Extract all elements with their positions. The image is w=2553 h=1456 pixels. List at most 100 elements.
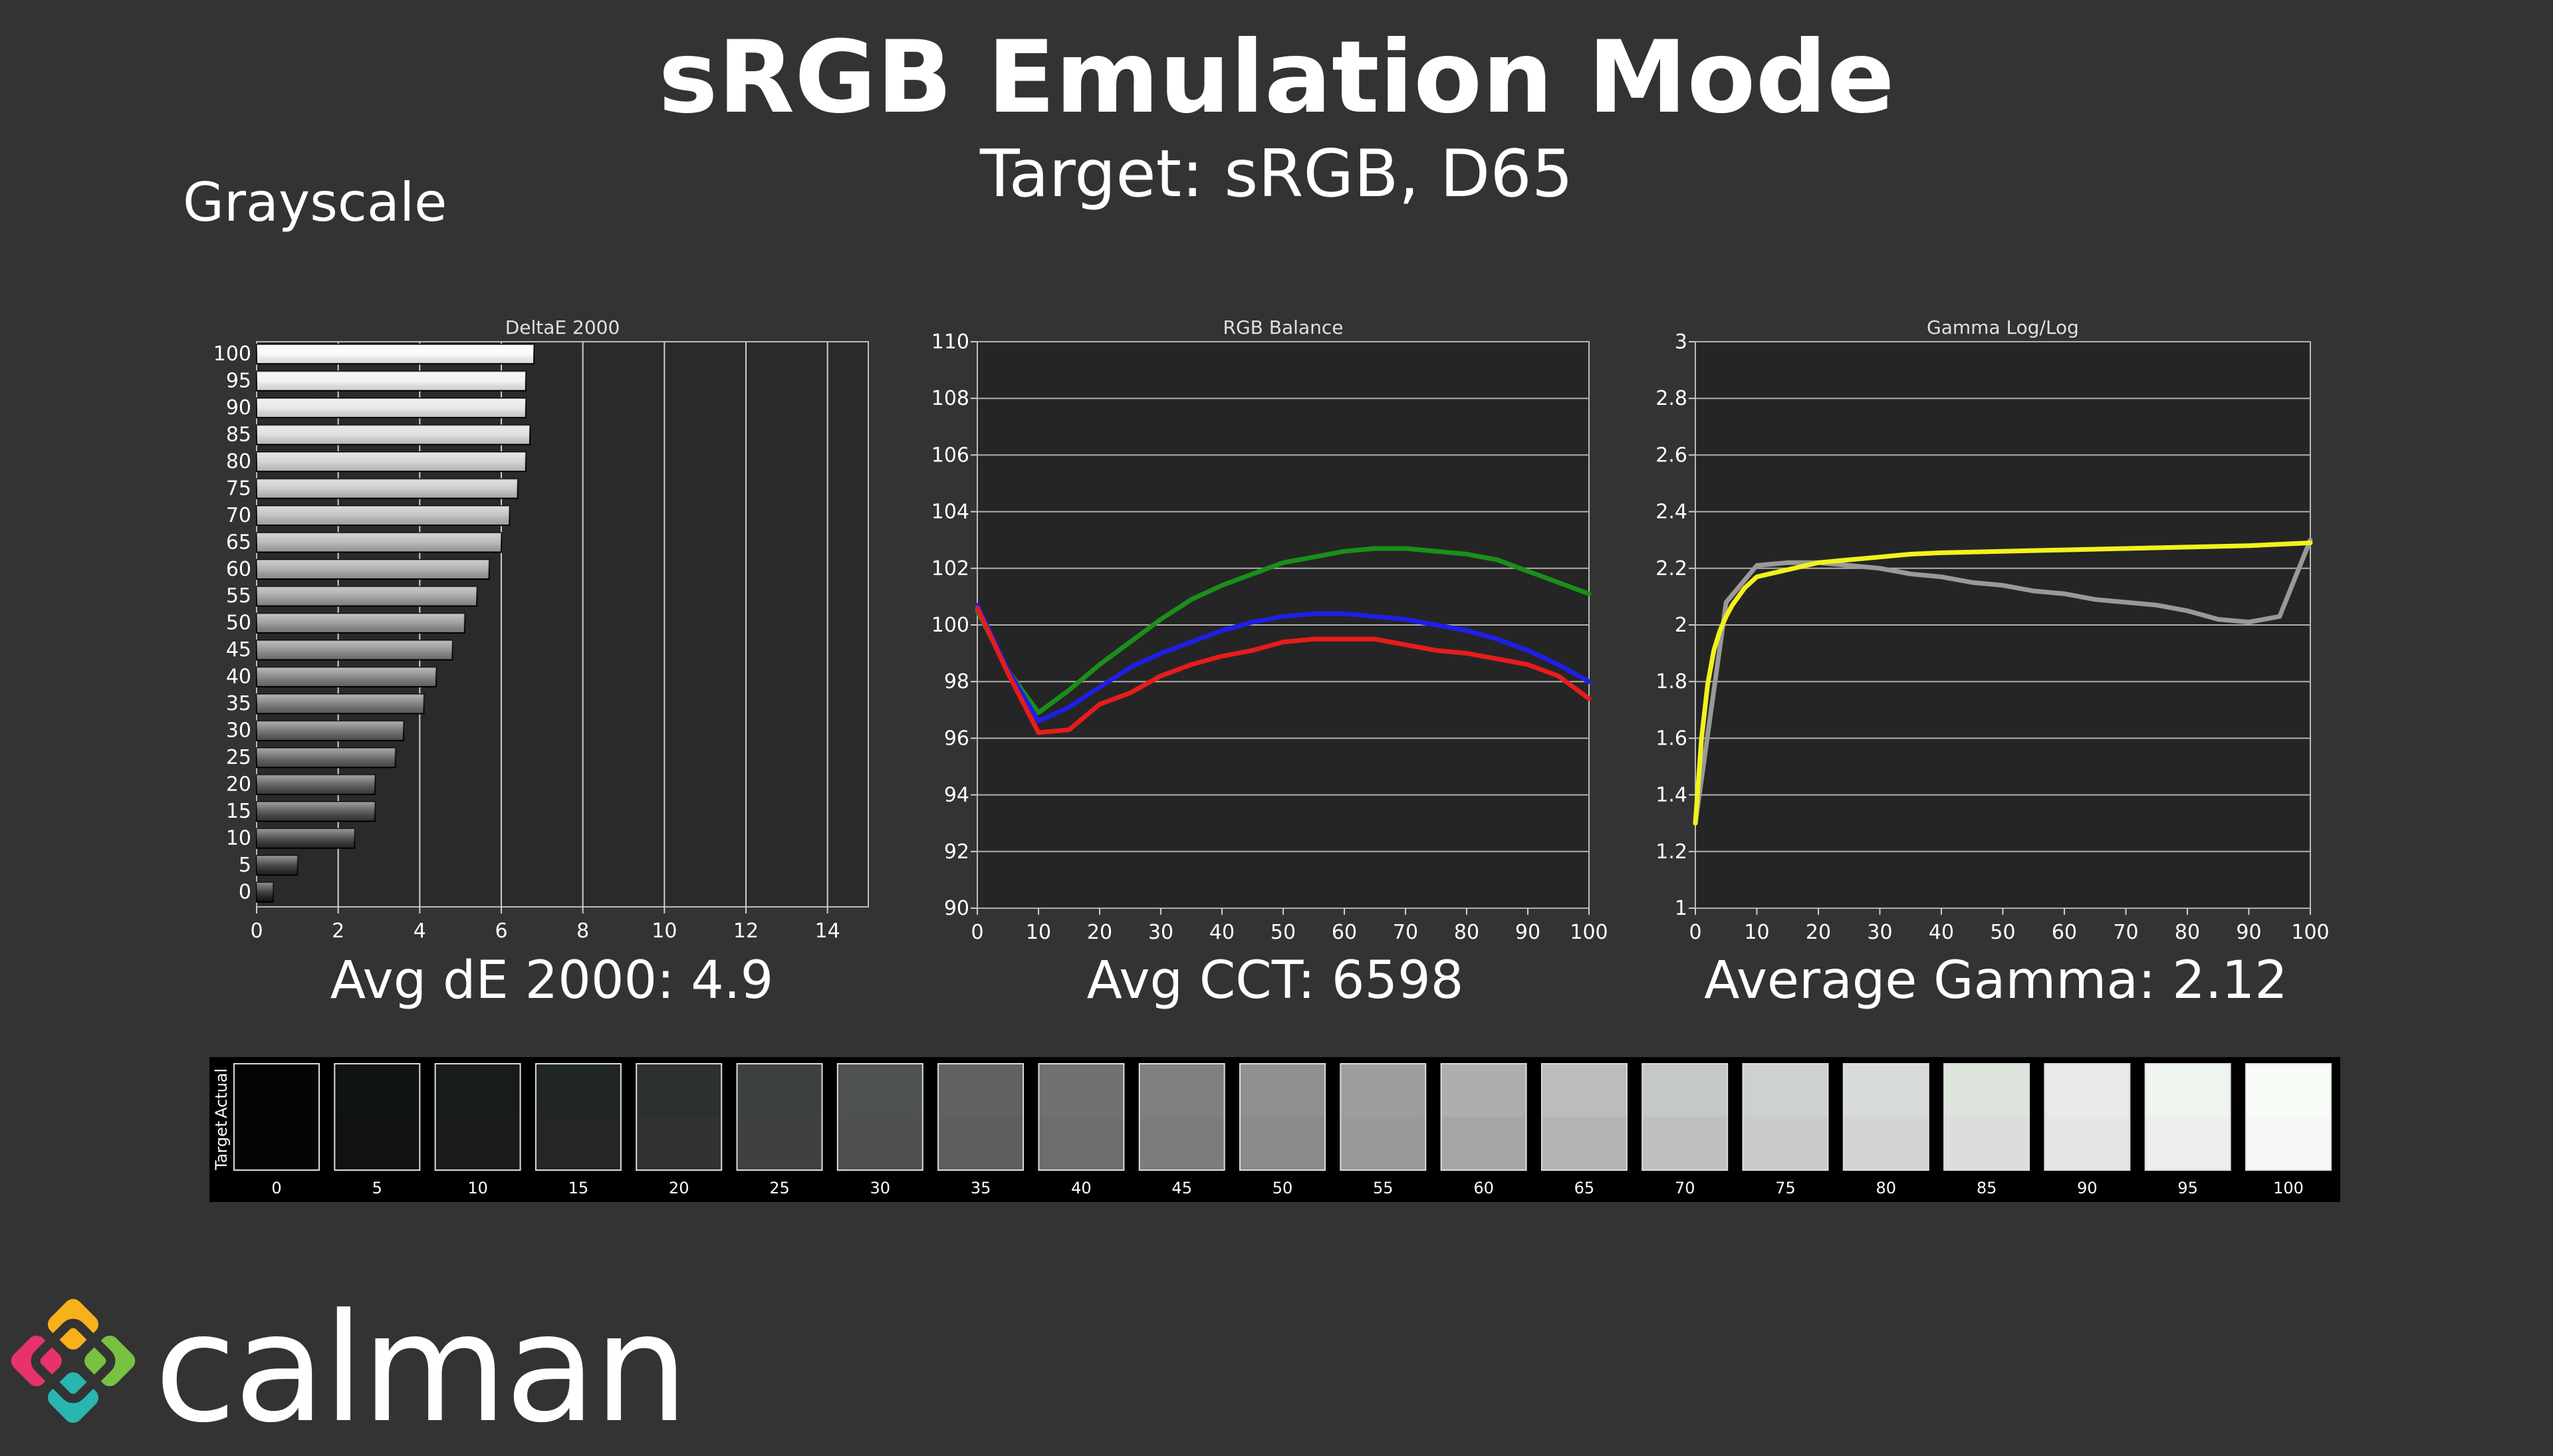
swatch-actual xyxy=(1843,1064,1929,1117)
rgb-ytick-label: 102 xyxy=(931,557,969,580)
gamma-series-line-1 xyxy=(1693,541,2313,826)
swatch-level-label: 45 xyxy=(1171,1179,1192,1197)
rgb-xtick-label: 0 xyxy=(971,921,983,944)
swatch-target xyxy=(1340,1117,1426,1170)
swatch-level-label: 60 xyxy=(1473,1179,1494,1197)
gamma-ytick-label: 1.4 xyxy=(1655,784,1687,807)
gamma-ytick-label: 1.8 xyxy=(1655,670,1687,693)
swatch-level-label: 50 xyxy=(1273,1179,1293,1197)
swatch-level-label: 80 xyxy=(1876,1179,1897,1197)
deltae-bar-shine xyxy=(257,721,404,741)
swatch-actual xyxy=(535,1064,621,1117)
gamma-title: Gamma Log/Log xyxy=(1927,316,2079,338)
swatch-border xyxy=(937,1063,1025,1171)
swatch-border xyxy=(1641,1063,1729,1171)
swatch-actual xyxy=(938,1064,1024,1117)
swatch-actual xyxy=(2044,1064,2130,1117)
swatch-border xyxy=(1943,1063,2030,1171)
swatch-level-label: 20 xyxy=(669,1179,689,1197)
swatch-actual xyxy=(1038,1064,1124,1117)
deltae-category-label: 60 xyxy=(226,558,251,581)
gamma-ytick-label: 2 xyxy=(1675,614,1687,637)
swatch-actual xyxy=(1139,1064,1225,1117)
swatch-border xyxy=(1038,1063,1125,1171)
deltae-bar-shine xyxy=(257,505,510,526)
deltae-category-label: 90 xyxy=(226,396,251,420)
page-title: sRGB Emulation Mode xyxy=(658,20,1895,136)
swatch-target xyxy=(2044,1117,2130,1170)
swatch-target xyxy=(1642,1117,1728,1170)
deltae-bar-shine xyxy=(257,586,477,606)
avg-de-summary: Avg dE 2000: 4.9 xyxy=(330,951,774,1011)
swatch-actual-label: Actual xyxy=(212,1068,231,1118)
gamma-chart: Gamma Log/Log 1 1.2 1.4 1.6 1.8 2 2.2 2.4 2.6 2.8 3… xyxy=(1655,316,2329,944)
deltae-xtick-label: 4 xyxy=(414,919,426,943)
swatch-level-label: 40 xyxy=(1071,1179,1092,1197)
swatch-target xyxy=(1240,1117,1325,1170)
deltae-bar-shine xyxy=(257,775,375,794)
swatch-target xyxy=(938,1117,1024,1170)
swatch-target xyxy=(737,1117,822,1170)
swatch-level-label: 0 xyxy=(271,1179,281,1197)
swatch-target xyxy=(1541,1117,1627,1170)
swatch-actual xyxy=(737,1064,822,1117)
rgb-xtick-label: 20 xyxy=(1087,921,1112,944)
swatch-actual xyxy=(234,1064,319,1117)
swatch-target xyxy=(837,1117,923,1170)
deltae-bar-shine xyxy=(257,344,535,364)
swatch-level-label: 15 xyxy=(568,1179,589,1197)
swatch-border xyxy=(1540,1063,1628,1171)
deltae-bar-shine xyxy=(257,856,298,876)
deltae-bar-shine xyxy=(257,748,396,768)
swatch-border xyxy=(736,1063,823,1171)
swatch-border xyxy=(1842,1063,1929,1171)
swatch-level-label: 35 xyxy=(971,1179,991,1197)
swatch-canvas: Actual Target 0 5 10 15 20 25 30 35 40 45 50 55 60 65 70… xyxy=(212,1063,2332,1197)
deltae-category-label: 65 xyxy=(226,531,251,554)
section-label: Grayscale xyxy=(183,172,447,233)
deltae-bar-shine xyxy=(257,371,526,391)
swatch-actual xyxy=(1441,1064,1526,1117)
swatch-target xyxy=(1743,1117,1828,1170)
deltae-category-label: 50 xyxy=(226,612,251,635)
swatch-border xyxy=(233,1063,320,1171)
swatch-level-label: 100 xyxy=(2273,1179,2304,1197)
deltae-bar-shine xyxy=(257,533,501,552)
rgb-ytick-label: 94 xyxy=(944,784,969,807)
rgb-series-line-0 xyxy=(975,546,1592,715)
gamma-xtick-label: 0 xyxy=(1689,921,1701,944)
rgb-xtick-label: 30 xyxy=(1148,921,1173,944)
rgb-xtick-label: 40 xyxy=(1209,921,1235,944)
swatch-border xyxy=(2245,1063,2332,1171)
page-subtitle: Target: sRGB, D65 xyxy=(979,136,1574,212)
swatch-border xyxy=(535,1063,622,1171)
rgb-ytick-label: 90 xyxy=(944,897,969,920)
swatch-target xyxy=(1843,1117,1929,1170)
gamma-xtick-label: 70 xyxy=(2113,921,2138,944)
deltae-bar-shine xyxy=(257,398,526,418)
avg-cct-summary: Avg CCT: 6598 xyxy=(1086,951,1464,1011)
deltae-xtick-label: 10 xyxy=(652,919,677,943)
deltae-bar-shine xyxy=(257,451,526,472)
gamma-xtick-label: 40 xyxy=(1929,921,1954,944)
rgb-ytick-label: 104 xyxy=(931,501,969,524)
swatch-actual xyxy=(1541,1064,1627,1117)
rgb-xtick-label: 90 xyxy=(1515,921,1540,944)
gamma-ytick-label: 2.8 xyxy=(1655,387,1687,410)
deltae-xtick-label: 8 xyxy=(576,919,589,943)
swatch-border xyxy=(2044,1063,2131,1171)
rgb-ytick-label: 98 xyxy=(944,670,969,693)
deltae-category-label: 15 xyxy=(226,800,251,823)
deltae-category-label: 80 xyxy=(226,450,251,473)
swatch-border xyxy=(1138,1063,1225,1171)
deltae-category-label: 20 xyxy=(226,773,251,796)
swatch-actual xyxy=(1944,1064,2030,1117)
calman-logo-icon xyxy=(11,1298,136,1423)
deltae-category-label: 100 xyxy=(213,342,251,366)
swatch-border xyxy=(2144,1063,2231,1171)
deltae-xtick-label: 14 xyxy=(815,919,840,943)
swatch-target xyxy=(435,1117,521,1170)
rgb-xtick-label: 10 xyxy=(1026,921,1051,944)
swatch-border xyxy=(1742,1063,1829,1171)
